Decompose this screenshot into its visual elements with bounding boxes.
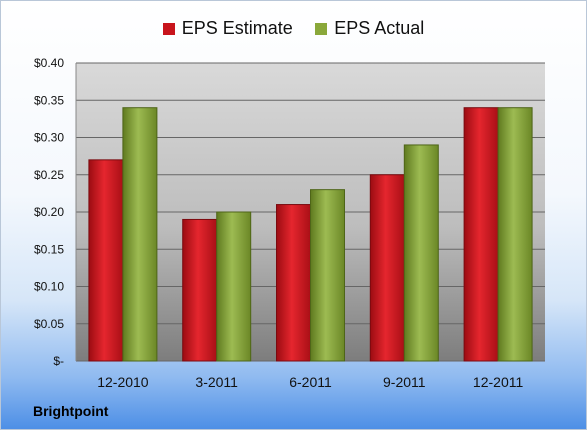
y-tick-label: $0.30 [34,131,64,145]
bar-estimate-12-2011 [463,107,499,362]
legend-label-actual: EPS Actual [334,18,425,38]
bar-actual-3-2011 [216,211,252,362]
x-category-label: 9-2011 [383,374,426,390]
y-tick-label: $0.40 [34,56,64,70]
x-category-label: 3-2011 [195,374,238,390]
y-tick-label: $0.35 [34,93,64,107]
y-tick-label: $0.20 [34,205,64,219]
legend-swatch-estimate [162,22,175,35]
legend-label-estimate: EPS Estimate [181,18,293,38]
y-tick-label: $- [53,354,64,368]
bar-actual-12-2010 [122,107,158,362]
company-name: Brightpoint [33,403,109,419]
legend-item-estimate: EPS Estimate [162,18,293,39]
legend-item-actual: EPS Actual [315,18,424,39]
y-tick-label: $0.25 [34,168,64,182]
y-tick-label: $0.10 [34,280,64,294]
bar-estimate-9-2011 [369,174,405,362]
y-tick-label: $0.05 [34,317,64,331]
bar-actual-6-2011 [310,189,345,362]
bar-estimate-12-2010 [88,159,124,362]
y-tick-label: $0.15 [34,242,64,256]
x-category-label: 12-2010 [97,374,149,390]
legend-swatch-actual [315,22,328,35]
bar-estimate-6-2011 [276,204,311,362]
x-category-label: 12-2011 [473,374,524,390]
legend: EPS Estimate EPS Actual [1,18,586,42]
bar-actual-9-2011 [403,144,439,362]
bar-estimate-3-2011 [182,218,218,362]
bar-actual-12-2011 [497,107,533,362]
x-category-label: 6-2011 [289,374,332,390]
